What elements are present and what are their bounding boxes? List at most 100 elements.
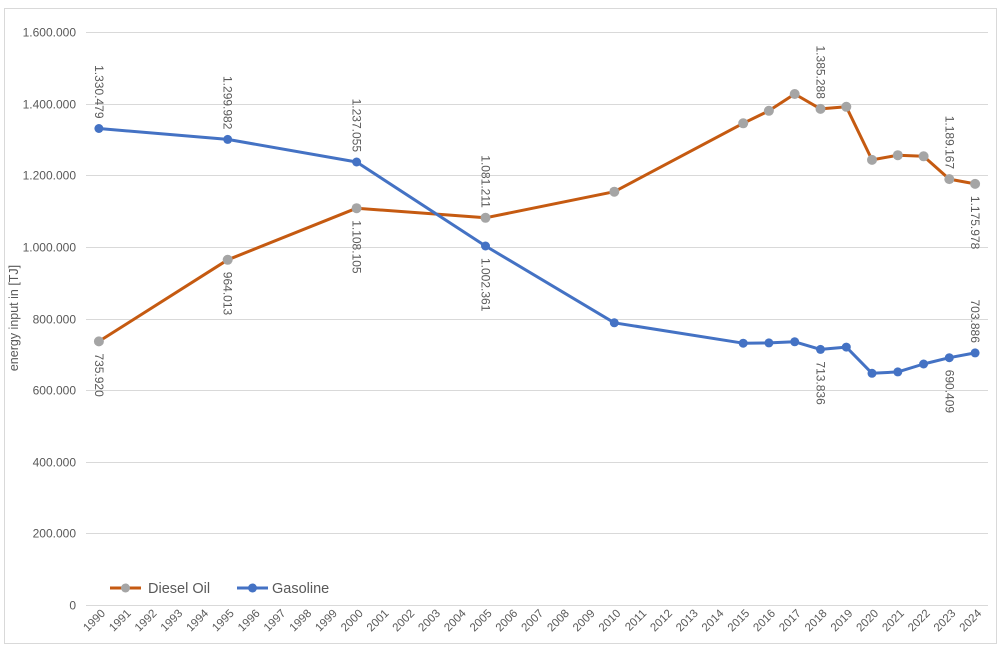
y-tick-label: 1.400.000 bbox=[23, 98, 77, 112]
data-point-marker bbox=[223, 134, 233, 144]
y-axis-tick-labels: 0 200.000 400.000 600.000 800.000 1.000.000 1.… bbox=[23, 26, 77, 613]
data-point-marker bbox=[738, 338, 748, 348]
x-tick-label: 2010 bbox=[597, 608, 624, 635]
x-tick-label: 2005 bbox=[468, 608, 495, 635]
data-point-marker bbox=[892, 150, 903, 161]
y-axis-title: energy input in [TJ] bbox=[7, 265, 21, 371]
data-point-marker bbox=[480, 212, 491, 223]
x-tick-label: 2021 bbox=[880, 608, 907, 635]
legend-label: Diesel Oil bbox=[148, 581, 210, 597]
data-point-marker bbox=[867, 368, 877, 378]
legend-item-gasoline: Gasoline bbox=[237, 581, 329, 597]
data-label: 964.013 bbox=[221, 272, 235, 316]
data-label: 1.108.105 bbox=[350, 220, 364, 274]
y-tick-label: 1.000.000 bbox=[23, 241, 77, 255]
x-tick-label: 1990 bbox=[81, 608, 108, 635]
data-point-marker bbox=[816, 344, 825, 354]
data-label: 1.189.167 bbox=[942, 116, 956, 170]
data-label: 1.175.978 bbox=[968, 196, 982, 250]
x-tick-label: 2011 bbox=[623, 608, 649, 634]
y-tick-label: 1.200.000 bbox=[23, 169, 77, 183]
series-markers-diesel-oil bbox=[93, 89, 981, 347]
x-tick-label: 2006 bbox=[494, 608, 521, 635]
data-point-marker bbox=[93, 336, 104, 347]
x-tick-label: 1999 bbox=[313, 608, 340, 635]
data-point-marker bbox=[841, 342, 851, 352]
x-tick-label: 1998 bbox=[288, 608, 315, 635]
data-label: 1.299.982 bbox=[221, 76, 235, 130]
data-label: 713.836 bbox=[814, 361, 828, 405]
data-point-marker bbox=[867, 154, 877, 165]
data-point-marker bbox=[790, 337, 800, 347]
x-tick-label: 1997 bbox=[262, 608, 289, 635]
legend-label: Gasoline bbox=[272, 581, 329, 597]
data-label: 1.081.211 bbox=[479, 155, 493, 208]
x-tick-label: 2001 bbox=[365, 608, 392, 635]
x-tick-label: 2024 bbox=[958, 607, 985, 634]
x-tick-label: 2015 bbox=[726, 608, 753, 635]
data-point-marker bbox=[738, 118, 749, 129]
data-label: 1.237.055 bbox=[350, 99, 364, 153]
x-tick-label: 2020 bbox=[855, 608, 882, 635]
y-tick-label: 0 bbox=[69, 599, 76, 613]
x-tick-label: 2013 bbox=[674, 608, 701, 635]
data-point-marker bbox=[944, 353, 954, 363]
data-point-marker bbox=[970, 348, 980, 358]
data-label: 1.330.479 bbox=[92, 65, 106, 119]
y-tick-label: 800.000 bbox=[33, 313, 77, 327]
legend-swatch-marker bbox=[121, 583, 130, 593]
data-labels: 735.920 964.013 1.108.105 1.081.211 1.385.28… bbox=[92, 46, 982, 414]
chart-border bbox=[4, 8, 997, 644]
x-tick-label: 2007 bbox=[520, 608, 547, 635]
x-tick-label: 2017 bbox=[777, 608, 804, 635]
x-tick-label: 2009 bbox=[571, 608, 598, 635]
gridlines bbox=[86, 32, 988, 606]
data-label: 1.002.361 bbox=[479, 258, 493, 312]
data-point-marker bbox=[94, 124, 104, 133]
x-axis-tick-labels: 1990 1991 1992 1993 1994 1995 1996 1997 1998 1999… bbox=[81, 607, 984, 634]
data-point-marker bbox=[944, 174, 955, 185]
data-point-marker bbox=[609, 318, 619, 328]
data-point-marker bbox=[481, 241, 490, 251]
x-tick-label: 2018 bbox=[803, 608, 830, 635]
x-tick-label: 2004 bbox=[442, 607, 469, 634]
data-point-marker bbox=[352, 157, 362, 167]
data-label: 690.409 bbox=[942, 370, 956, 414]
data-point-marker bbox=[789, 89, 800, 99]
x-tick-label: 2008 bbox=[545, 608, 572, 635]
x-tick-label: 1992 bbox=[133, 608, 160, 635]
x-tick-label: 1991 bbox=[107, 608, 134, 635]
legend: Diesel Oil Gasoline bbox=[110, 581, 329, 597]
x-tick-label: 2003 bbox=[416, 608, 443, 635]
data-label: 1.385.288 bbox=[814, 46, 828, 100]
data-point-marker bbox=[970, 178, 981, 189]
x-tick-label: 1995 bbox=[210, 608, 237, 635]
data-point-marker bbox=[918, 151, 929, 162]
x-tick-label: 2016 bbox=[751, 608, 778, 635]
x-tick-label: 2012 bbox=[648, 608, 675, 635]
series-markers-gasoline bbox=[94, 124, 980, 378]
data-point-marker bbox=[919, 359, 929, 369]
data-label: 703.886 bbox=[968, 300, 982, 344]
data-point-marker bbox=[893, 367, 903, 377]
x-tick-label: 2014 bbox=[700, 607, 727, 634]
data-point-marker bbox=[222, 254, 233, 265]
x-tick-label: 2002 bbox=[391, 608, 418, 635]
x-tick-label: 1996 bbox=[236, 608, 263, 635]
y-tick-label: 400.000 bbox=[33, 456, 77, 470]
x-tick-label: 2022 bbox=[906, 608, 933, 635]
data-point-marker bbox=[815, 103, 826, 114]
y-tick-label: 200.000 bbox=[33, 527, 77, 541]
data-point-marker bbox=[763, 105, 774, 116]
x-tick-label: 2023 bbox=[932, 608, 959, 635]
data-point-marker bbox=[764, 338, 774, 348]
x-tick-label: 1993 bbox=[159, 608, 186, 635]
y-tick-label: 1.600.000 bbox=[23, 26, 77, 40]
x-tick-label: 1994 bbox=[185, 607, 212, 634]
legend-item-diesel-oil: Diesel Oil bbox=[110, 581, 210, 597]
series-line-gasoline bbox=[97, 127, 977, 375]
x-tick-label: 2019 bbox=[829, 608, 856, 635]
y-tick-label: 600.000 bbox=[33, 384, 77, 398]
